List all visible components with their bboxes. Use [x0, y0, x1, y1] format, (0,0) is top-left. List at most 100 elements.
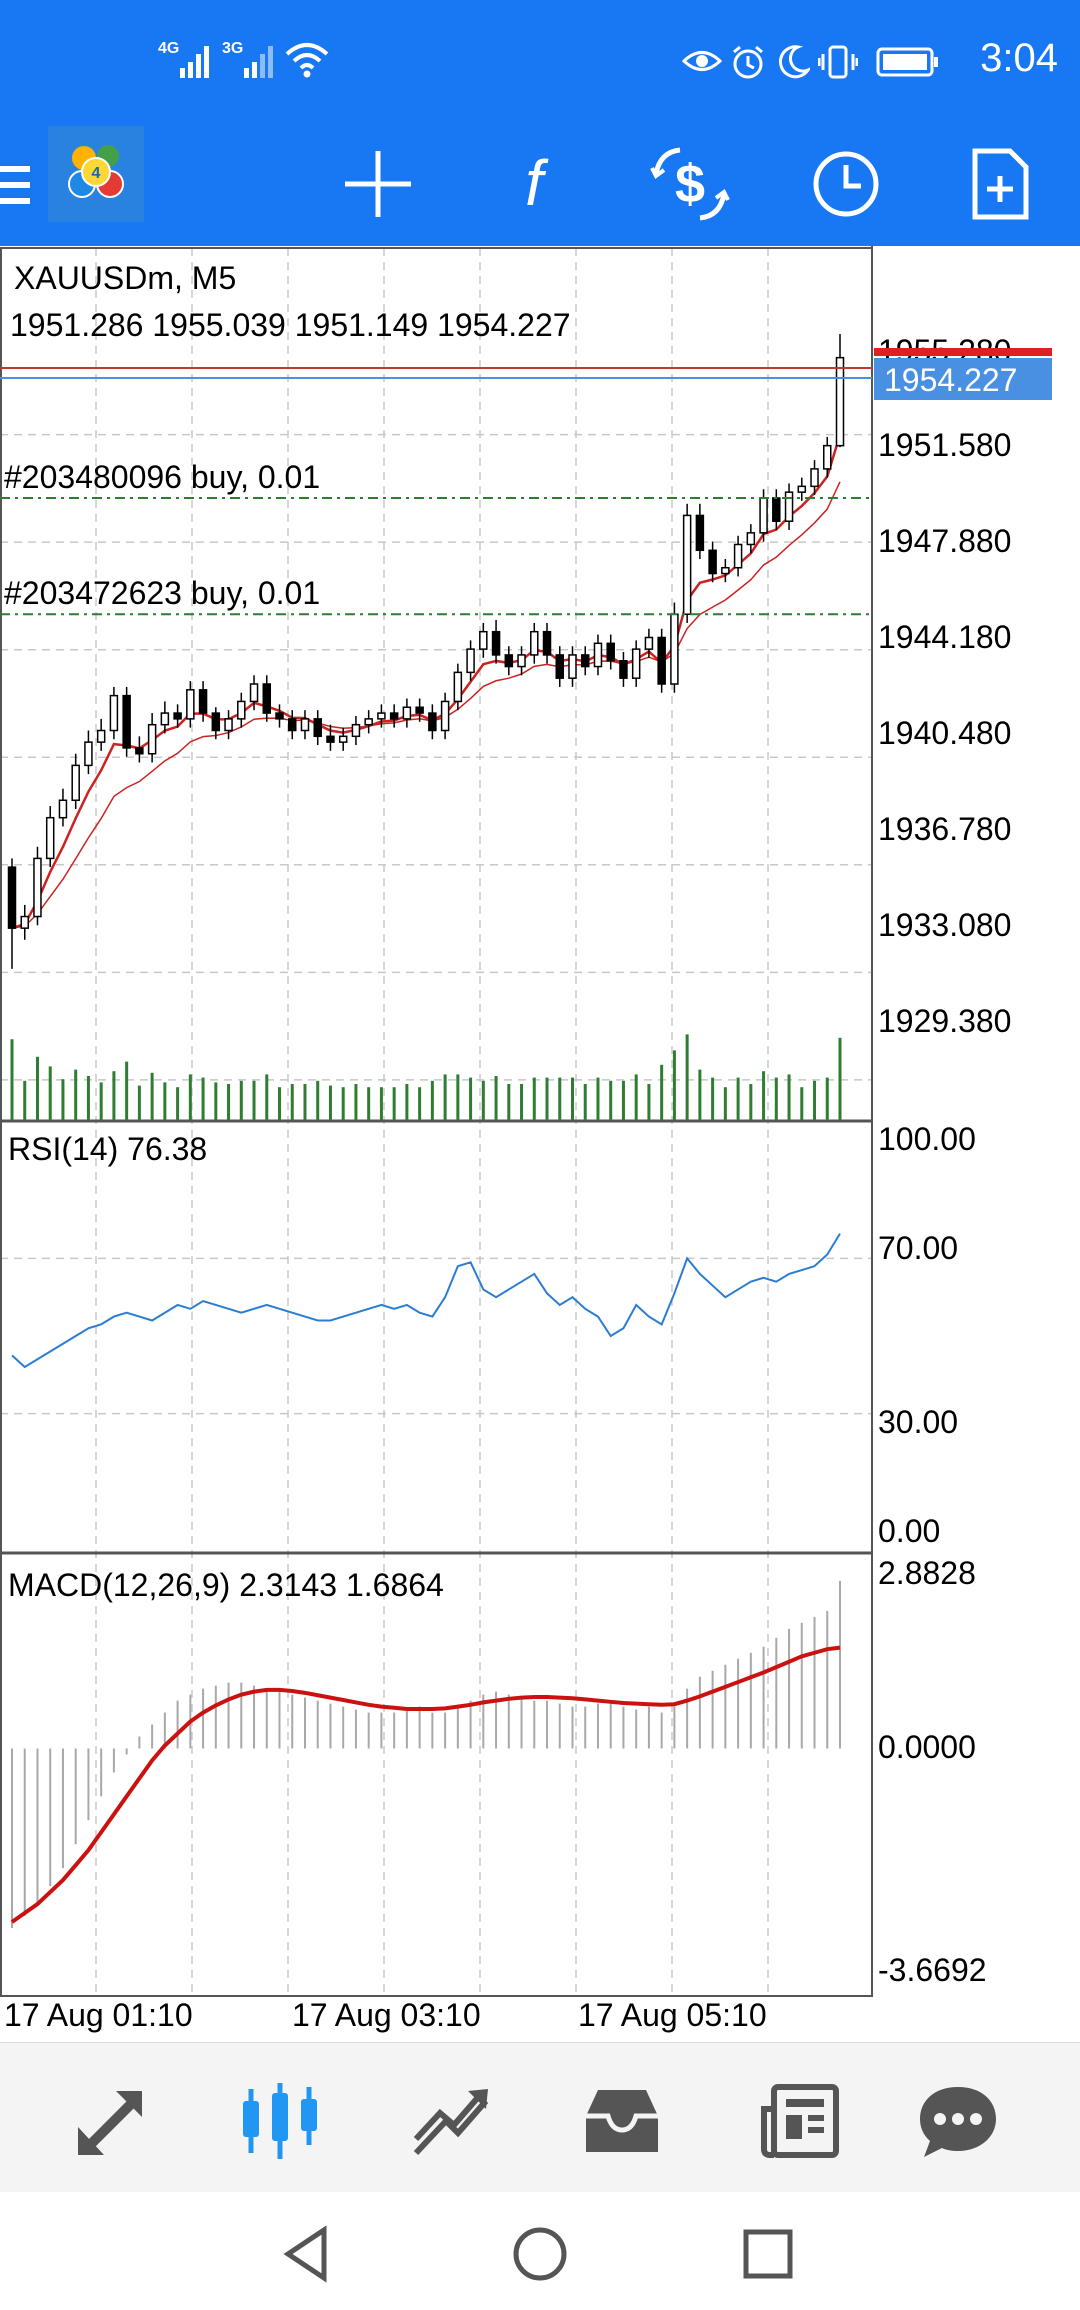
candle-body: [504, 654, 514, 668]
current-price-badge: [874, 358, 1052, 400]
candle-body: [211, 712, 221, 732]
candle-body: [657, 636, 666, 685]
candle-body: [746, 532, 756, 546]
menu-button[interactable]: [0, 160, 32, 210]
candle-body: [198, 689, 208, 714]
order-label: #203472623 buy, 0.01: [4, 575, 320, 611]
macd-signal-line: [10, 1645, 841, 1924]
order-line[interactable]: #203472623 buy, 0.01: [0, 575, 872, 616]
candle-body: [708, 549, 717, 575]
candle: [555, 646, 565, 687]
panel-borders: [0, 246, 873, 1997]
candle: [58, 788, 68, 827]
trade-dollar-icon: $: [650, 147, 730, 221]
new-order-button[interactable]: [950, 134, 1050, 234]
ask-price-marker: [874, 348, 1052, 356]
candle: [147, 713, 157, 763]
candle-body: [517, 654, 526, 668]
candle-body: [377, 712, 386, 720]
candle-body: [326, 735, 335, 743]
candle: [530, 622, 539, 664]
candle: [249, 675, 259, 711]
candle: [300, 710, 310, 740]
order-label: #203480096 buy, 0.01: [4, 459, 320, 495]
back-button[interactable]: [268, 2214, 348, 2294]
candle: [810, 460, 819, 496]
candle: [708, 541, 717, 583]
candle: [313, 710, 322, 746]
order-line[interactable]: #203480096 buy, 0.01: [0, 459, 872, 499]
svg-text:4: 4: [92, 165, 101, 182]
candle-body: [160, 712, 170, 726]
candle-body: [619, 659, 628, 679]
rsi-axis-label: 30.00: [878, 1404, 958, 1440]
eye-icon: [682, 51, 722, 71]
candle-body: [275, 712, 284, 720]
current-price-label: 1954.227: [884, 362, 1017, 398]
candle-body: [835, 356, 845, 447]
macd-axis-label: 2.8828: [878, 1555, 976, 1591]
candle: [504, 646, 514, 676]
candle: [377, 704, 386, 728]
candle-body: [479, 630, 488, 650]
candle: [45, 806, 55, 868]
candle: [198, 681, 208, 722]
candle-body: [389, 712, 399, 720]
candle-body: [823, 444, 832, 470]
crosshair-icon: [345, 151, 411, 217]
trade-button[interactable]: $: [640, 134, 740, 234]
signal-icon: 3G: [222, 40, 278, 80]
candle-body: [542, 630, 552, 656]
candle-body: [249, 683, 259, 703]
nav-messages[interactable]: [908, 2071, 1008, 2171]
recents-button[interactable]: [728, 2214, 808, 2294]
candle-body: [300, 718, 310, 732]
price-axis-label: 1933.080: [878, 907, 1011, 943]
candle-body: [338, 735, 348, 743]
chart-area[interactable]: XAUUSDm, M5 1951.286 1955.039 1951.149 1…: [0, 246, 1080, 2042]
candle-body: [784, 491, 794, 522]
candle-body: [491, 630, 501, 656]
nav-trade[interactable]: [402, 2071, 502, 2171]
candle: [580, 646, 590, 676]
candle: [631, 640, 641, 687]
timeframe-button[interactable]: [796, 134, 896, 234]
moon-icon: [778, 45, 810, 79]
time-axis-label: 17 Aug 03:10: [292, 1997, 481, 2033]
indicators-button[interactable]: f: [484, 134, 584, 234]
candle: [657, 628, 666, 693]
candle-body: [351, 723, 361, 738]
candle: [593, 634, 603, 676]
candle: [287, 710, 297, 740]
candle-body: [7, 866, 17, 929]
nav-chart[interactable]: [230, 2071, 330, 2171]
candle: [606, 634, 615, 670]
nav-history[interactable]: [572, 2071, 672, 2171]
candle-body: [695, 514, 705, 552]
nav-news[interactable]: [750, 2071, 850, 2171]
rsi-line: [11, 1233, 841, 1369]
candle: [71, 753, 80, 809]
price-axis-label: 1940.480: [878, 715, 1011, 751]
svg-text:f: f: [525, 149, 549, 219]
candle: [466, 640, 475, 682]
candle-body: [733, 543, 743, 569]
candle: [491, 620, 501, 664]
candle: [670, 602, 679, 693]
add-document-icon: [972, 148, 1029, 220]
home-button[interactable]: [500, 2214, 580, 2294]
rsi-axis-label: 100.00: [878, 1121, 976, 1157]
nav-quotes[interactable]: [60, 2071, 160, 2171]
candle: [275, 704, 284, 728]
candle-body: [173, 712, 182, 720]
crosshair-button[interactable]: [328, 134, 428, 234]
candle-body: [721, 566, 730, 575]
candle: [351, 715, 361, 746]
candle-body: [415, 706, 424, 714]
candle: [7, 858, 17, 969]
macd-axis-label: -3.6692: [878, 1952, 987, 1988]
candle-body: [109, 694, 119, 732]
time-axis-label: 17 Aug 01:10: [4, 1997, 193, 2033]
candle-body: [364, 718, 373, 726]
home-circle-icon: [513, 2227, 567, 2281]
